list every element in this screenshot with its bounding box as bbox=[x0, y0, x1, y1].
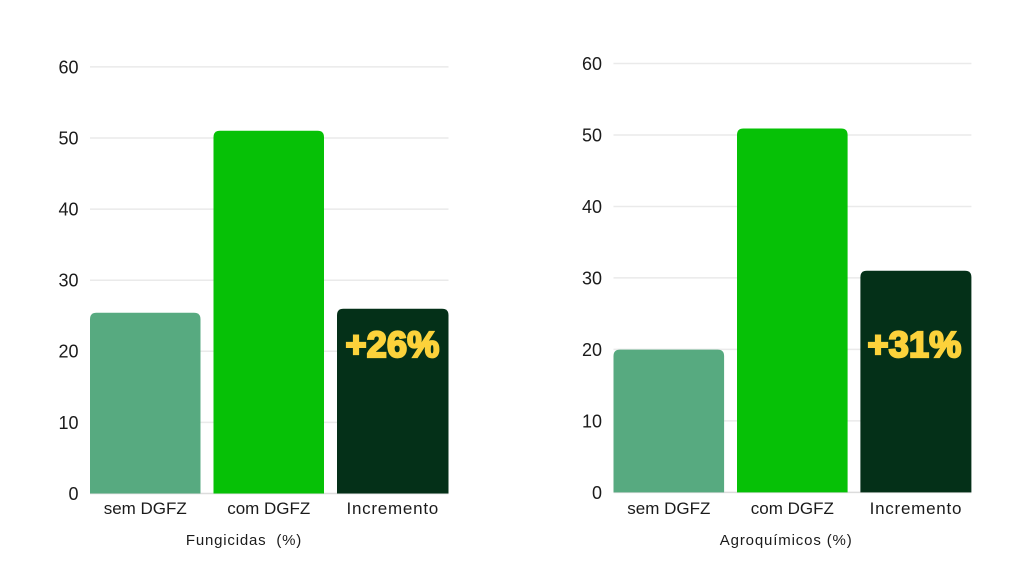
svg-text:10: 10 bbox=[58, 413, 78, 433]
svg-text:40: 40 bbox=[582, 197, 602, 217]
svg-text:Agroquímicos (%): Agroquímicos (%) bbox=[720, 532, 853, 549]
svg-text:30: 30 bbox=[58, 271, 78, 291]
svg-text:30: 30 bbox=[582, 268, 602, 288]
svg-text:10: 10 bbox=[582, 411, 602, 431]
svg-text:50: 50 bbox=[58, 128, 78, 148]
svg-text:20: 20 bbox=[58, 342, 78, 362]
svg-text:0: 0 bbox=[592, 483, 602, 503]
svg-text:0: 0 bbox=[68, 484, 78, 504]
svg-text:Incremento: Incremento bbox=[870, 499, 963, 518]
svg-text:sem DGFZ: sem DGFZ bbox=[627, 499, 710, 518]
svg-text:Incremento: Incremento bbox=[346, 499, 439, 518]
svg-text:sem DGFZ: sem DGFZ bbox=[104, 499, 187, 518]
svg-text:50: 50 bbox=[582, 125, 602, 145]
svg-text:60: 60 bbox=[58, 57, 78, 77]
svg-text:com DGFZ: com DGFZ bbox=[751, 499, 834, 518]
svg-text:20: 20 bbox=[582, 340, 602, 360]
svg-text:+26%: +26% bbox=[346, 324, 440, 365]
svg-text:com DGFZ: com DGFZ bbox=[227, 499, 310, 518]
svg-text:40: 40 bbox=[58, 200, 78, 220]
svg-text:Fungicidas (%): Fungicidas (%) bbox=[186, 532, 302, 549]
svg-text:60: 60 bbox=[582, 54, 602, 74]
svg-text:+31%: +31% bbox=[868, 324, 962, 365]
